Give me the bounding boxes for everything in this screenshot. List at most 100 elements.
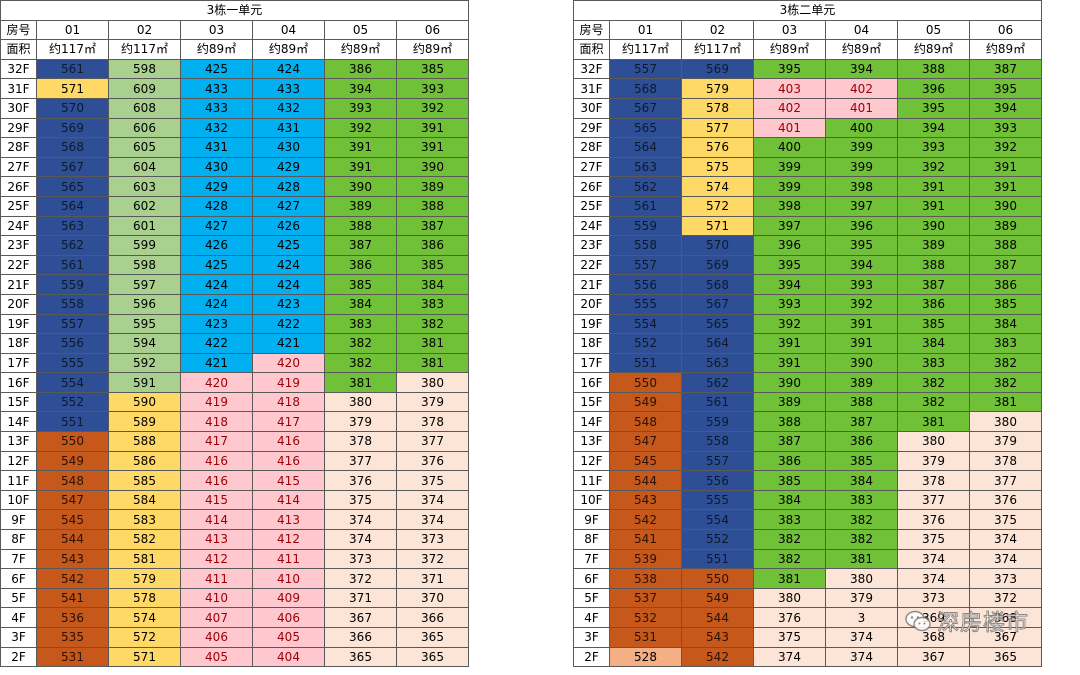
price-cell: 433 [252, 78, 325, 99]
floor-label: 19F [573, 313, 610, 335]
price-cell: 418 [252, 391, 325, 413]
price-cell: 424 [180, 293, 253, 315]
price-cell: 379 [825, 587, 898, 609]
floor-row: 29F 569 606 432 431 392 391 [0, 117, 469, 139]
floor-row: 3F 531 543 375 374 368 367 [573, 627, 1042, 648]
price-cell: 378 [396, 411, 469, 433]
price-cell: 430 [252, 137, 325, 158]
price-cell: 405 [180, 646, 253, 668]
price-cell: 388 [825, 391, 898, 413]
price-cell: 414 [180, 509, 253, 531]
price-cell: 588 [108, 431, 181, 452]
price-cell: 389 [324, 195, 397, 217]
area-header: 约89㎡ [180, 39, 253, 60]
price-cell: 424 [252, 274, 325, 295]
floor-row: 16F 554 591 420 419 381 380 [0, 372, 469, 393]
price-cell: 399 [825, 156, 898, 178]
price-cell: 609 [108, 78, 181, 99]
price-cell: 390 [969, 195, 1042, 217]
price-cell: 433 [180, 97, 253, 119]
price-cell: 389 [396, 176, 469, 197]
price-cell: 377 [969, 470, 1042, 491]
price-cell: 596 [108, 293, 181, 315]
price-cell: 373 [897, 587, 970, 609]
price-cell: 422 [180, 333, 253, 354]
price-cell: 413 [252, 509, 325, 531]
price-cell: 391 [396, 117, 469, 139]
price-cell: 572 [108, 627, 181, 648]
floor-row: 27F 567 604 430 429 391 390 [0, 156, 469, 178]
price-cell: 377 [396, 431, 469, 452]
price-cell: 375 [969, 509, 1042, 531]
price-cell: 387 [324, 235, 397, 256]
price-cell: 412 [180, 548, 253, 570]
price-cell: 571 [36, 78, 109, 99]
floor-label: 17F [0, 352, 37, 374]
price-cell: 538 [609, 568, 682, 589]
floor-label: 19F [0, 313, 37, 335]
price-cell: 421 [252, 333, 325, 354]
floor-label: 11F [573, 470, 610, 491]
area-header: 约89㎡ [324, 39, 397, 60]
price-cell: 424 [252, 58, 325, 80]
floor-row: 22F 557 569 395 394 388 387 [573, 254, 1042, 276]
price-cell: 411 [252, 548, 325, 570]
floor-label: 25F [573, 195, 610, 217]
area-header: 约89㎡ [825, 39, 898, 60]
unit-header-row: 房号 01 02 03 04 05 06 [573, 19, 1042, 41]
floor-label: 15F [0, 391, 37, 413]
floor-row: 32F 557 569 395 394 388 387 [573, 58, 1042, 80]
price-cell: 386 [969, 274, 1042, 295]
price-cell: 386 [825, 431, 898, 452]
price-cell: 383 [969, 333, 1042, 354]
price-cell: 543 [681, 627, 754, 648]
floor-row: 2F 531 571 405 404 365 365 [0, 646, 469, 668]
price-cell: 388 [396, 195, 469, 217]
price-cell: 382 [753, 548, 826, 570]
floor-row: 23F 558 570 396 395 389 388 [573, 235, 1042, 256]
floor-row: 28F 564 576 400 399 393 392 [573, 137, 1042, 158]
price-cell: 426 [252, 215, 325, 237]
price-cell: 376 [396, 450, 469, 472]
floor-label: 13F [0, 431, 37, 452]
price-cell: 387 [396, 215, 469, 237]
floor-label: 22F [573, 254, 610, 276]
price-cell: 569 [681, 254, 754, 276]
floor-label: 24F [0, 215, 37, 237]
price-cell: 606 [108, 117, 181, 139]
floor-row: 31F 571 609 433 433 394 393 [0, 78, 469, 99]
price-cell: 571 [108, 646, 181, 668]
price-cell: 432 [180, 117, 253, 139]
floor-row: 27F 563 575 399 399 392 391 [573, 156, 1042, 178]
room-label: 房号 [573, 19, 610, 41]
price-cell: 544 [609, 470, 682, 491]
price-cell: 561 [609, 195, 682, 217]
floor-row: 19F 557 595 423 422 383 382 [0, 313, 469, 335]
price-cell: 381 [753, 568, 826, 589]
price-cell: 568 [609, 78, 682, 99]
price-cell: 384 [897, 333, 970, 354]
price-cell: 394 [897, 117, 970, 139]
price-cell: 406 [252, 607, 325, 628]
price-cell: 414 [252, 489, 325, 511]
floor-label: 8F [0, 529, 37, 550]
price-cell: 419 [180, 391, 253, 413]
floor-row: 15F 552 590 419 418 380 379 [0, 391, 469, 413]
price-cell: 380 [324, 391, 397, 413]
floor-label: 8F [573, 529, 610, 550]
price-cell: 415 [180, 489, 253, 511]
price-cell: 390 [396, 156, 469, 178]
floor-row: 30F 570 608 433 432 393 392 [0, 97, 469, 119]
price-cell: 372 [396, 548, 469, 570]
price-cell: 602 [108, 195, 181, 217]
price-cell: 603 [108, 176, 181, 197]
price-cell: 391 [897, 195, 970, 217]
price-cell: 379 [969, 431, 1042, 452]
price-cell: 416 [252, 450, 325, 472]
price-cell: 564 [36, 195, 109, 217]
unit-header: 01 [609, 19, 682, 41]
price-cell: 388 [753, 411, 826, 433]
price-cell: 575 [681, 156, 754, 178]
floor-label: 10F [0, 489, 37, 511]
price-cell: 567 [609, 97, 682, 119]
